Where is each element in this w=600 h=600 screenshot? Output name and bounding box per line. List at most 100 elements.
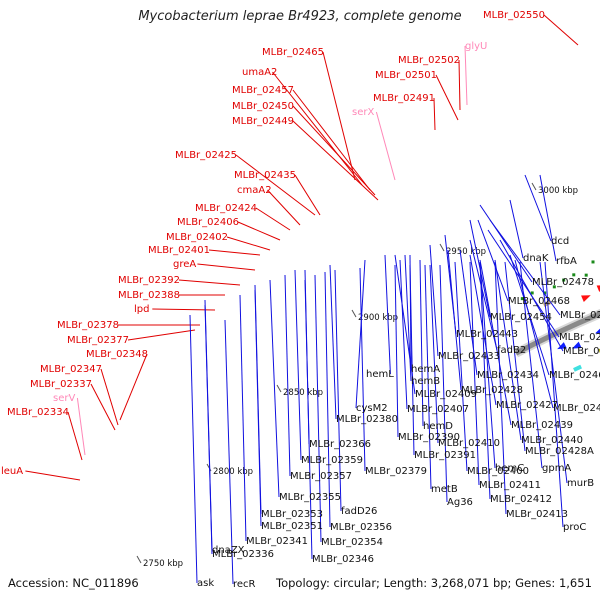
reverse-gene-label: Ag36 (447, 497, 473, 508)
leader-line (152, 308, 216, 311)
reverse-gene-label: MLBr_02366 (309, 439, 371, 450)
leader-line (477, 219, 509, 302)
reverse-gene-label: MLBr_02428A (525, 446, 594, 457)
kbp-ticks: 2750 kbp 2800 kbp 2850 kbp 2900 kbp 2950 kbp… (136, 182, 578, 569)
forward-gene-label: MLBr_02348 (86, 349, 148, 360)
reverse-gene-label: MLBr_02355 (279, 492, 341, 503)
leader-line (255, 207, 291, 231)
reverse-gene-label: rfbA (556, 256, 577, 267)
gene-labels: MLBr_02550 glyU MLBr_02502 MLBr_02501 MLBr_0… (1, 10, 600, 590)
gc-skew-dot (584, 273, 588, 277)
leader-line (544, 261, 564, 528)
tick-mark (276, 384, 282, 393)
reverse-gene-label: MLBr_02412 (490, 494, 552, 505)
leader-line (424, 264, 432, 490)
forward-gene-label: MLBr_02450 (232, 101, 294, 112)
forward-gene-label: serX (352, 107, 374, 118)
leader-line (235, 154, 316, 216)
leader-line (267, 189, 301, 226)
leader-line (254, 289, 262, 527)
forward-gene-label: MLBr_02465 (262, 47, 324, 58)
forward-gene-label: MLBr_02401 (148, 245, 210, 256)
reverse-gene-label: MLBr_02411 (479, 480, 541, 491)
forward-gene-label: cmaA2 (237, 185, 272, 196)
forward-gene-label: MLBr_02388 (118, 290, 180, 301)
leader-line (314, 274, 322, 543)
cds-arrow-shape (581, 295, 591, 302)
leader-line (284, 274, 291, 477)
reverse-gene-label: cysM2 (356, 403, 388, 414)
leader-line (292, 120, 379, 201)
forward-gene-label: MLBr_02425 (175, 150, 237, 161)
tick-label: 2950 kbp (446, 247, 486, 257)
leader-line (394, 264, 399, 438)
tick-label: 2850 kbp (283, 388, 323, 398)
leader-line (439, 264, 448, 503)
reverse-gene-label: MLBr_02428 (461, 385, 523, 396)
leader-line (429, 244, 439, 357)
forward-gene-label: MLBr_02377 (67, 335, 129, 346)
cds-arrow (557, 342, 567, 350)
reverse-gene-label: metB (431, 484, 458, 495)
reverse-gene-label: hemB (411, 376, 440, 387)
tick-mark (439, 243, 445, 252)
tick-label: 2750 kbp (143, 559, 183, 569)
leader-line (272, 71, 363, 186)
feature-block (573, 364, 583, 372)
gc-skew-track (520, 260, 595, 301)
forward-gene-label: MLBr_02406 (177, 217, 239, 228)
reverse-gene-label: MLBr_02379 (365, 466, 427, 477)
leader-line (239, 294, 247, 542)
leader-line (464, 45, 468, 106)
leader-line (509, 199, 524, 259)
tick-mark (136, 555, 142, 564)
tick-mark (351, 309, 357, 318)
leader-line (469, 239, 498, 351)
reverse-gene-label: fadD26 (341, 506, 377, 517)
forward-gene-label: lpd (134, 304, 149, 315)
gc-skew-dot (543, 291, 547, 295)
leader-line (469, 261, 480, 486)
leader-line (178, 279, 241, 286)
leader-line (76, 397, 86, 456)
leader-line (409, 264, 415, 456)
reverse-gene-label: MLBr_02341 (246, 536, 308, 547)
reverse-gene-label: MLBr_02440 (521, 435, 583, 446)
reverse-gene-label: MLBr_02468 (508, 296, 570, 307)
tick-label: 2800 kbp (213, 467, 253, 477)
cds-arrow-shape (557, 342, 567, 350)
forward-gene-label: MLBr_02502 (398, 55, 460, 66)
leader-line (324, 271, 331, 528)
reverse-gene-label: MLBr_02380 (336, 414, 398, 425)
forward-gene-label: MLBr_02491 (373, 93, 435, 104)
leader-line (197, 263, 256, 271)
cds-arrow-shape (596, 285, 600, 292)
leader-line (514, 259, 554, 409)
reverse-gene-label: MLBr_02439 (511, 420, 573, 431)
reverse-gene-label: proC (563, 522, 586, 533)
reverse-gene-label: dcd (551, 236, 569, 247)
gc-skew-dot (530, 291, 534, 295)
leader-line (499, 239, 564, 352)
accession-text: Accession: NC_011896 (8, 576, 139, 590)
cds-arrow-shape (571, 341, 582, 349)
reverse-gene-label: MLBr_02410 (438, 438, 500, 449)
reverse-gene-label: MLBr_02478 (532, 277, 594, 288)
leader-line (539, 261, 568, 484)
reverse-gene-label: fadB2 (497, 345, 526, 356)
reverse-gene-label: MLBr_02454 (490, 312, 552, 323)
leader-line (359, 267, 366, 472)
reverse-gene-label: murB (567, 478, 594, 489)
leader-line (429, 264, 439, 444)
leader-line (479, 259, 512, 426)
reverse-gene-label: hemD (423, 421, 453, 432)
reverse-gene-label: MLBr_02409 (415, 389, 477, 400)
leader-line (458, 59, 461, 111)
gc-skew-dot (572, 273, 576, 277)
reverse-gene-label: MLBr_02443 (456, 329, 518, 340)
feature-block-shape (573, 364, 583, 372)
forward-gene-label: MLBr_02378 (57, 320, 119, 331)
reverse-gene-label: dnaZX (212, 545, 245, 556)
leader-line (419, 259, 424, 427)
